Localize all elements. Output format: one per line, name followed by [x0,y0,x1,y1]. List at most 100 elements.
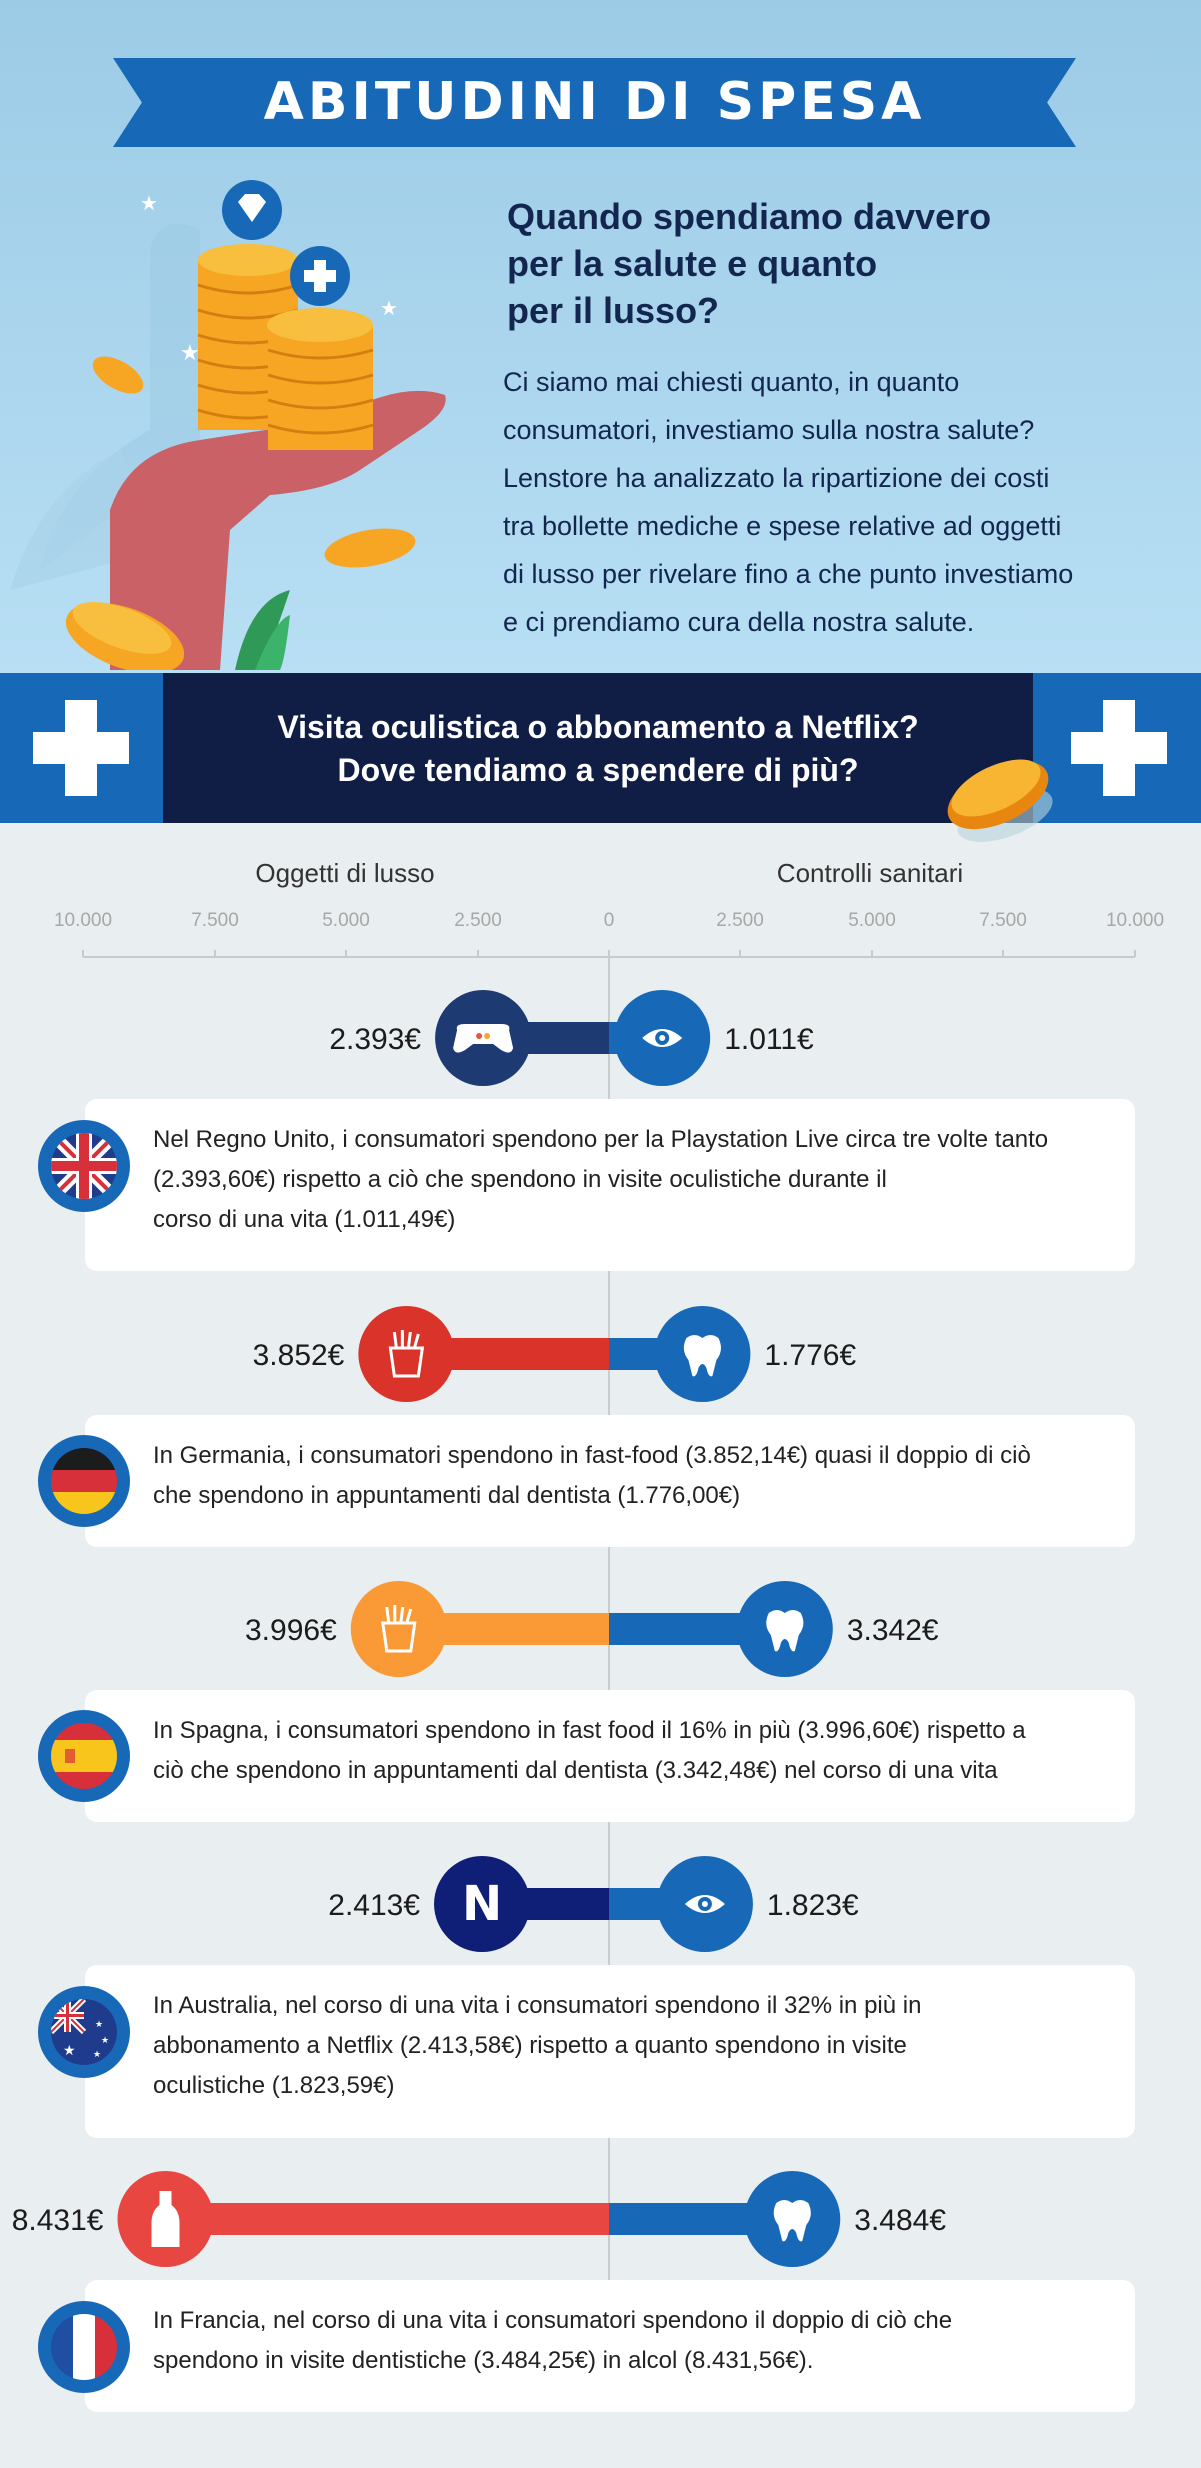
luxury-bar [165,2203,609,2235]
luxury-value-label: 3.852€ [253,1339,345,1372]
tick-label: 5.000 [322,910,370,931]
card-text-spain: In Spagna, i consumatori spendono in fas… [153,1711,1113,1791]
tick-label: 7.500 [979,910,1027,931]
card-text-line: In Spagna, i consumatori spendono in fas… [153,1717,1026,1744]
subtitle: Quando spendiamo davvero per la salute e… [507,193,1067,334]
svg-text:★: ★ [101,2035,109,2045]
luxury-bar [482,1888,609,1920]
eye-icon [614,990,711,1086]
card-text-line: In Germania, i consumatori spendono in f… [153,1442,1031,1469]
svg-text:★: ★ [93,2049,101,2059]
card-text-line: Nel Regno Unito, i consumatori spendono … [153,1126,1049,1153]
health-axis-label: Controlli sanitari [776,858,964,888]
luxury-axis-label: Oggetti di lusso [255,858,435,888]
health-bar [609,1888,705,1920]
luxury-bar [398,1613,609,1645]
info-card-spain [85,1690,1135,1822]
card-text-line: In Australia, nel corso di una vita i co… [153,1992,922,2019]
card-text-line: ciò che spendono in appuntamenti dal den… [153,1757,998,1784]
health-bar [609,1613,785,1645]
card-text-line: abbonamento a Netflix (2.413,58€) rispet… [153,2032,907,2059]
health-value-label: 1.823€ [767,1889,859,1922]
health-value-label: 3.342€ [847,1614,939,1647]
card-text-france: In Francia, nel corso di una vita i cons… [153,2301,1113,2381]
fries-icon [358,1306,455,1402]
card-text-line: spendono in visite dentistiche (3.484,25… [153,2347,814,2374]
bar-row-germany: 3.852€ 1.776€ [253,1306,856,1402]
health-bar [609,2203,793,2235]
luxury-value-label: 2.413€ [328,1889,420,1922]
luxury-value-label: 8.431€ [12,2204,104,2237]
svg-text:★: ★ [140,193,158,215]
question-panel [163,673,1033,823]
svg-text:★: ★ [380,298,398,320]
card-text-line: oculistiche (1.823,59€) [153,2072,395,2099]
question-line-2: Dove tendiamo a spendere di più? [337,752,859,788]
bar-row-uk: 2.393€ 1.011€ [329,990,814,1086]
page-title: ABITUDINI DI SPESA [263,72,926,132]
intro-line: di lusso per rivelare fino a che punto i… [503,559,1074,589]
intro-line: e ci prendiamo cura della nostra salute. [503,607,975,637]
tooth-icon [654,1306,751,1402]
card-text-line: che spendono in appuntamenti dal dentist… [153,1482,741,1509]
intro-line: tra bollette mediche e spese relative ad… [503,511,1062,541]
tick-label: 2.500 [716,910,764,931]
health-bar [609,1338,703,1370]
card-text-uk: Nel Regno Unito, i consumatori spendono … [153,1120,1113,1240]
question-heading: Visita oculistica o abbonamento a Netfli… [163,706,1033,792]
france-flag-icon [38,2301,130,2393]
health-value-label: 1.011€ [724,1023,814,1056]
bottle-icon [117,2171,214,2267]
luxury-bar [406,1338,609,1370]
netflix-icon: N [434,1856,531,1952]
luxury-value-label: 3.996€ [245,1614,337,1647]
hand-with-coins-illustration: ★ ★ ★ [10,180,446,670]
card-text-germany: In Germania, i consumatori spendono in f… [153,1436,1113,1516]
svg-text:★: ★ [63,2042,76,2058]
title-banner [113,58,1076,147]
fries-icon [350,1581,447,1677]
australia-flag-icon: ★ ★ ★ ★ [38,1986,130,2078]
subtitle-line: per il lusso? [507,290,720,331]
tick-label: 10.000 [53,910,113,931]
spain-flag-icon [38,1710,130,1802]
tick-label: 5.000 [848,910,896,931]
tooth-icon [744,2171,841,2267]
card-text-australia: In Australia, nel corso di una vita i co… [153,1986,1113,2106]
intro-line: Lenstore ha analizzato la ripartizione d… [503,463,1050,493]
intro-paragraph: Ci siamo mai chiesti quanto, in quanto c… [503,358,1123,646]
germany-flag-icon [38,1435,130,1527]
uk-flag-icon [38,1120,130,1212]
chart-axis [82,950,1136,958]
bar-row-spain: 3.996€ 3.342€ [245,1581,939,1677]
bar-row-france: 8.431€ 3.484€ [12,2171,946,2267]
gamepad-icon [435,990,532,1086]
question-line-1: Visita oculistica o abbonamento a Netfli… [277,709,919,745]
health-value-label: 3.484€ [854,2204,946,2237]
info-card-france [85,2280,1135,2412]
info-card-uk [85,1099,1135,1271]
coin-illustration [947,759,1053,842]
tick-label: 10.000 [1105,910,1165,931]
card-text-line: In Francia, nel corso di una vita i cons… [153,2307,953,2334]
svg-text:N: N [462,1876,502,1932]
tick-label: 2.500 [454,910,502,931]
svg-text:★: ★ [180,340,200,365]
intro-line: Ci siamo mai chiesti quanto, in quanto [503,367,960,397]
subtitle-line: Quando spendiamo davvero [507,196,992,237]
intro-line: consumatori, investiamo sulla nostra sal… [503,415,1035,445]
luxury-value-label: 2.393€ [329,1023,421,1056]
card-text-line: (2.393,60€) rispetto a ciò che spendono … [153,1166,887,1193]
zero-line [608,957,610,2407]
coin-stack-right [267,308,374,450]
svg-text:★: ★ [95,2019,103,2029]
health-bar [609,1022,663,1054]
tick-label: 7.500 [191,910,239,931]
tooth-icon [736,1581,833,1677]
bar-row-australia: N 2.413€ 1.823€ [328,1856,859,1952]
subtitle-line: per la salute e quanto [507,243,878,284]
health-value-label: 1.776€ [764,1339,856,1372]
info-card-germany [85,1415,1135,1547]
info-card-australia [85,1965,1135,2138]
eye-icon [656,1856,753,1952]
